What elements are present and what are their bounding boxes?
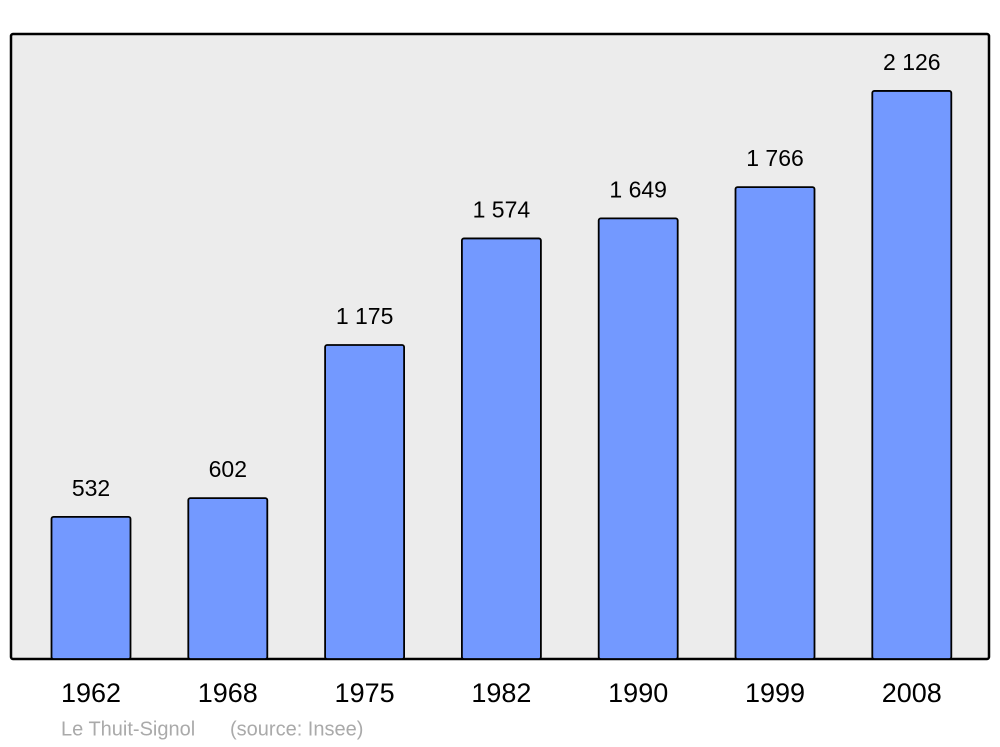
value-label: 532 [72, 475, 110, 501]
x-tick-label: 1990 [608, 678, 668, 708]
chart-title: Le Thuit-Signol [61, 718, 195, 740]
x-tick-label: 1968 [198, 678, 258, 708]
bar [50, 515, 132, 660]
bar [597, 217, 679, 660]
source: (source: Insee) [230, 718, 363, 740]
value-label: 1 574 [473, 196, 531, 222]
x-tick-label: 2008 [882, 678, 942, 708]
value-label: 602 [209, 456, 247, 482]
bar [871, 90, 953, 660]
x-tick-label: 1982 [471, 678, 531, 708]
x-tick-label: 1962 [61, 678, 121, 708]
value-label: 1 766 [746, 145, 804, 171]
value-label: 1 649 [609, 176, 667, 202]
x-tick-label: 1975 [335, 678, 395, 708]
bar [734, 186, 816, 660]
value-label: 1 175 [336, 303, 394, 329]
bar [460, 237, 542, 660]
x-tick-label: 1999 [745, 678, 805, 708]
bar [187, 497, 269, 660]
bar [324, 344, 406, 660]
value-label: 2 126 [883, 49, 941, 75]
